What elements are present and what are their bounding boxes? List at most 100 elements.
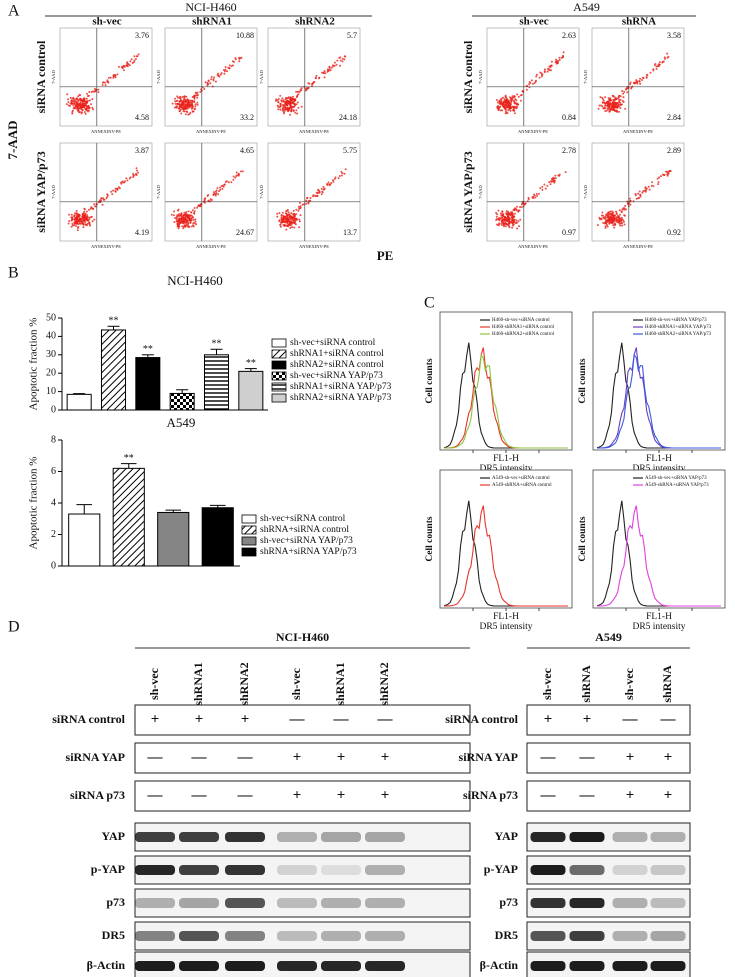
event-dot: [84, 113, 87, 115]
event-dot: [114, 187, 117, 190]
legend-label: shRNA2+siRNA YAP/p73: [290, 393, 392, 403]
event-dot: [180, 213, 183, 216]
event-dot: [102, 198, 105, 201]
event-dot: [641, 191, 644, 194]
event-dot: [182, 218, 185, 221]
event-dot: [506, 112, 509, 115]
event-dot: [564, 171, 567, 174]
event-dot: [499, 109, 502, 112]
event-dot: [539, 187, 542, 190]
event-dot: [185, 101, 188, 104]
event-dot: [195, 223, 198, 226]
y-axis-label: 7-AAD: [5, 121, 20, 160]
event-dot: [91, 106, 94, 109]
event-dot: [648, 188, 651, 191]
quadrant-value: 3.58: [667, 31, 681, 40]
event-dot: [644, 190, 647, 193]
event-dot: [106, 80, 109, 83]
event-dot: [81, 109, 84, 112]
event-dot: [194, 103, 197, 106]
event-dot: [190, 219, 192, 222]
event-dot: [656, 177, 659, 180]
event-dot: [304, 89, 307, 92]
event-dot: [85, 109, 88, 112]
event-dot: [606, 225, 609, 228]
band: [569, 898, 605, 908]
event-dot: [83, 207, 86, 210]
y-tick-label: 10: [46, 386, 56, 397]
event-dot: [285, 108, 288, 111]
event-dot: [136, 55, 139, 58]
event-dot: [185, 95, 188, 98]
event-dot: [505, 213, 508, 216]
event-dot: [182, 110, 185, 113]
event-dot: [339, 64, 342, 67]
event-dot: [194, 218, 197, 221]
event-dot: [297, 106, 300, 109]
event-dot: [207, 80, 210, 83]
event-dot: [86, 219, 88, 222]
event-dot: [279, 94, 282, 97]
event-dot: [219, 186, 222, 189]
event-dot: [126, 179, 129, 182]
event-dot: [196, 206, 199, 209]
event-dot: [324, 72, 327, 75]
axis-caption: 7-AAD: [583, 185, 588, 199]
event-dot: [290, 212, 293, 215]
event-dot: [623, 223, 626, 226]
event-dot: [174, 100, 177, 103]
event-dot: [295, 90, 298, 93]
event-dot: [215, 192, 218, 195]
event-dot: [504, 225, 507, 228]
event-dot: [294, 214, 296, 217]
quadrant-value: 3.87: [135, 146, 149, 155]
event-dot: [558, 56, 561, 59]
x-axis-sublabel: DR5 intensity: [632, 622, 685, 632]
event-dot: [281, 211, 284, 214]
event-dot: [623, 208, 626, 211]
event-dot: [602, 101, 604, 104]
event-dot: [338, 175, 341, 177]
event-dot: [85, 97, 88, 100]
legend-label: sh-vec+siRNA YAP/p73: [260, 536, 353, 546]
event-dot: [231, 60, 234, 63]
event-dot: [295, 103, 298, 106]
event-dot: [290, 224, 292, 227]
event-dot: [92, 207, 95, 210]
band: [569, 961, 605, 971]
event-dot: [321, 190, 324, 193]
condition-mark: —: [377, 711, 394, 727]
event-dot: [617, 103, 620, 106]
legend-label: shRNA1+siRNA control: [290, 349, 384, 359]
row-label: siRNA control: [34, 40, 48, 113]
event-dot: [84, 221, 86, 224]
event-dot: [92, 90, 95, 93]
event-dot: [192, 222, 195, 225]
event-dot: [504, 100, 506, 103]
event-dot: [70, 216, 73, 219]
quadrant-value: 0.97: [562, 228, 576, 237]
event-dot: [80, 99, 83, 101]
event-dot: [290, 99, 293, 102]
event-dot: [551, 177, 554, 180]
event-dot: [88, 91, 91, 93]
event-dot: [622, 92, 625, 95]
y-axis-label: Cell counts: [425, 516, 435, 561]
event-dot: [508, 222, 511, 225]
event-dot: [661, 61, 664, 64]
band: [135, 898, 175, 908]
event-dot: [512, 96, 515, 99]
event-dot: [128, 177, 131, 180]
condition-label: siRNA control: [52, 712, 125, 726]
event-dot: [216, 74, 219, 77]
event-dot: [185, 223, 188, 225]
column-label: sh-vec: [92, 16, 121, 28]
event-dot: [210, 76, 213, 78]
condition-mark: —: [237, 787, 254, 803]
event-dot: [104, 81, 106, 84]
event-dot: [615, 104, 618, 107]
legend-swatch: [241, 536, 257, 546]
event-dot: [548, 65, 551, 68]
event-dot: [66, 93, 69, 96]
event-dot: [655, 68, 658, 70]
